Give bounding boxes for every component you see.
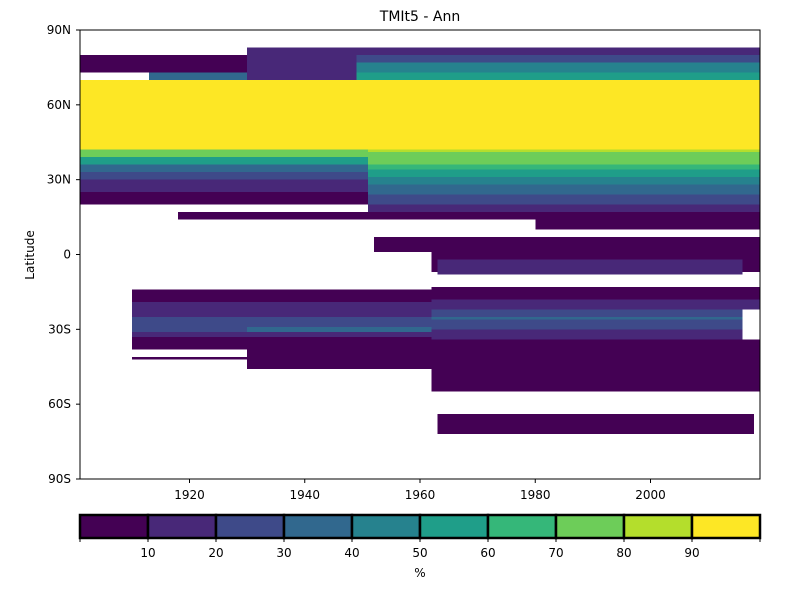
x-tick-label: 1940 (289, 488, 320, 502)
heatmap-cell (368, 194, 760, 205)
colorbar-swatch (350, 513, 422, 540)
heatmap-cell (80, 164, 369, 173)
y-tick-label: 60S (48, 397, 71, 411)
heatmap-cell (80, 179, 369, 193)
heatmap-cell (80, 172, 369, 180)
x-tick-label: 1980 (520, 488, 551, 502)
heatmap-cell (437, 259, 743, 275)
y-tick-label: 90N (47, 23, 71, 37)
heatmap-cell (431, 329, 743, 340)
heatmap-cell (368, 149, 760, 153)
y-axis-ticks: 90N 60N 30N 0 30S 60S 90S (47, 23, 80, 486)
heatmap-cell (131, 301, 432, 317)
heatmap-cell (131, 316, 248, 332)
heatmap-cell (131, 336, 432, 350)
heatmap-cell (368, 177, 760, 185)
heatmap-cell (431, 286, 760, 300)
heatmap-cell (368, 152, 760, 165)
heatmap-cell (368, 204, 760, 213)
heatmap-cell (80, 79, 760, 150)
heatmap-cell (431, 316, 743, 320)
colorbar-tick-label: 70 (548, 546, 563, 560)
heatmap-cell (149, 72, 248, 80)
colorbar-swatch (214, 513, 286, 540)
colorbar: 10 20 30 40 50 60 70 80 90 (78, 513, 762, 560)
heatmap-cell (431, 319, 743, 330)
colorbar-swatch (486, 513, 558, 540)
colorbar-swatch (418, 513, 490, 540)
colorbar-swatch (78, 513, 150, 540)
heatmap-cell (431, 309, 743, 317)
x-axis-ticks: 1920 1940 1960 1980 2000 (174, 479, 666, 502)
y-tick-label: 0 (63, 248, 71, 262)
heatmap-cell (177, 212, 761, 220)
y-tick-label: 60N (47, 98, 71, 112)
heatmap-cell (247, 349, 432, 370)
heatmap-cell (431, 299, 760, 310)
heatmap-cell (80, 149, 369, 158)
colorbar-swatch (554, 513, 626, 540)
x-tick-label: 2000 (635, 488, 666, 502)
plot-frame (79, 29, 761, 480)
y-tick-label: 30N (47, 173, 71, 187)
x-tick-label: 1920 (174, 488, 205, 502)
heatmap-cell (80, 192, 369, 205)
colorbar-tick-label: 80 (616, 546, 631, 560)
heatmap-cell (80, 157, 369, 165)
colorbar-tick-label: 10 (140, 546, 155, 560)
x-tick-label: 1960 (405, 488, 436, 502)
heatmap-cell (356, 72, 760, 80)
heatmap-cell (535, 219, 760, 230)
colorbar-swatch (622, 513, 694, 540)
colorbar-tick-label: 50 (412, 546, 427, 560)
heatmap-cell (356, 62, 760, 73)
heatmap-cell (368, 164, 760, 170)
colorbar-tick-label: 30 (276, 546, 291, 560)
heatmap-cells (80, 47, 761, 435)
heatmap-cell (431, 339, 760, 392)
y-tick-label: 30S (48, 322, 71, 336)
heatmap-cell (368, 184, 760, 195)
colorbar-swatch (146, 513, 218, 540)
heatmap-cell (131, 356, 248, 360)
heatmap-cell (131, 331, 432, 337)
heatmap-cell (356, 54, 760, 63)
colorbar-label: % (414, 566, 425, 580)
heatmap-cell (368, 169, 760, 178)
heatmap-cell (247, 326, 432, 332)
colorbar-tick-label: 20 (208, 546, 223, 560)
y-tick-label: 90S (48, 472, 71, 486)
colorbar-tick-label: 40 (344, 546, 359, 560)
heatmap-cell (437, 414, 755, 435)
chart-title: TMIt5 - Ann (379, 9, 460, 25)
colorbar-tick-label: 60 (480, 546, 495, 560)
colorbar-swatch (690, 513, 762, 540)
colorbar-swatch (282, 513, 354, 540)
y-axis-label: Latitude (23, 230, 37, 279)
heatmap-cell (356, 47, 760, 55)
heatmap-cell (247, 47, 357, 80)
heatmap-cell (247, 316, 432, 327)
colorbar-tick-label: 90 (684, 546, 699, 560)
heatmap-cell (131, 289, 432, 302)
